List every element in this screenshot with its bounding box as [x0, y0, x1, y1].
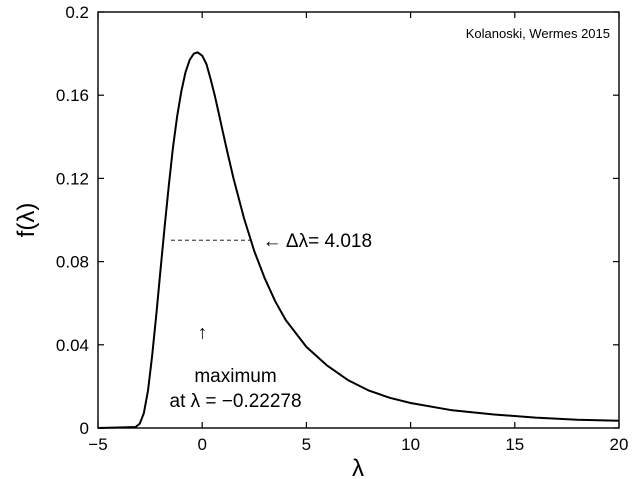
plot-area-frame — [98, 12, 619, 428]
maximum-position-label: at λ = −0.22278 — [170, 391, 302, 412]
y-tick-label: 0.2 — [65, 3, 89, 22]
y-tick-label: 0.12 — [56, 169, 89, 188]
x-tick-label: 15 — [505, 435, 524, 454]
x-axis-label: λ — [352, 455, 364, 479]
x-tick-label: −5 — [88, 435, 107, 454]
y-tick-label: 0 — [80, 419, 89, 438]
y-axis-label: f(λ) — [13, 203, 40, 238]
maximum-label: maximum — [194, 366, 276, 387]
x-tick-label: 0 — [197, 435, 206, 454]
credit-label: Kolanoski, Wermes 2015 — [466, 26, 610, 41]
x-tick-label: 5 — [302, 435, 311, 454]
y-tick-label: 0.16 — [56, 86, 89, 105]
y-tick-label: 0.04 — [56, 336, 89, 355]
maximum-arrow-annotation: ↑ — [197, 323, 207, 344]
y-tick-label: 0.08 — [56, 253, 89, 272]
x-tick-label: 20 — [610, 435, 629, 454]
x-tick-label: 10 — [401, 435, 420, 454]
fwhm-label: ← Δλ= 4.018 — [263, 231, 372, 252]
